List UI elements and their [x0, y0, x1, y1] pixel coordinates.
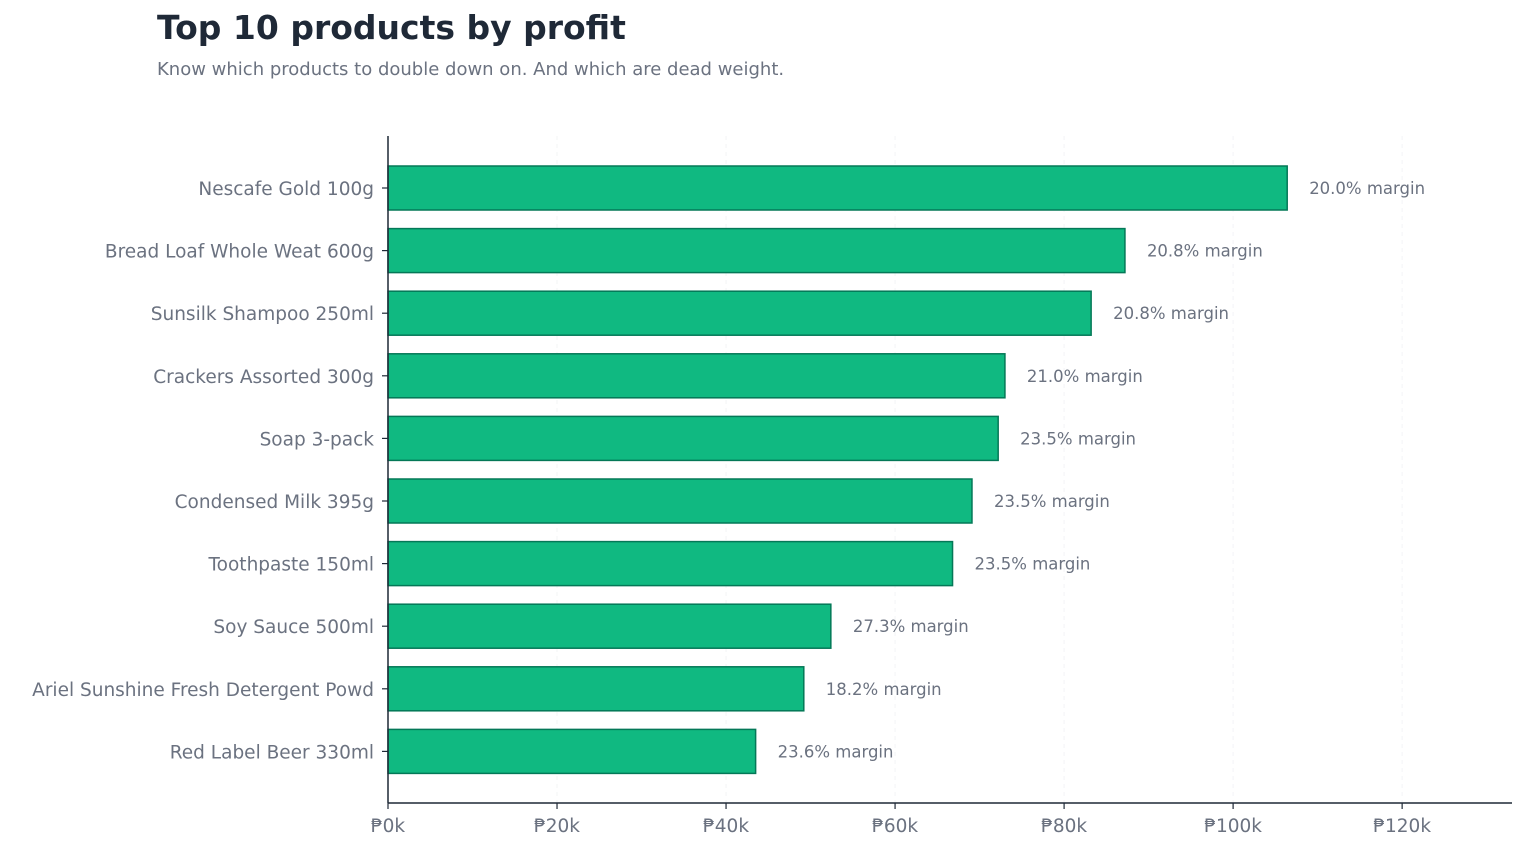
- category-label: Ariel Sunshine Fresh Detergent Powd: [32, 680, 374, 701]
- bar: [387, 290, 1092, 336]
- category-label: Soap 3-pack: [260, 429, 375, 450]
- data-label: 23.6% margin: [778, 742, 894, 761]
- x-tick-label: ₱60k: [872, 816, 918, 837]
- category-label: Red Label Beer 330ml: [170, 742, 374, 763]
- bar: [387, 478, 973, 524]
- data-label: 23.5% margin: [975, 555, 1091, 574]
- x-tick-label: ₱80k: [1041, 816, 1087, 837]
- chart-title: Top 10 products by profit: [157, 8, 626, 47]
- category-label: Soy Sauce 500ml: [213, 617, 374, 638]
- data-label: 27.3% margin: [853, 617, 969, 636]
- data-label: 20.8% margin: [1147, 242, 1263, 261]
- data-label: 21.0% margin: [1027, 367, 1143, 386]
- category-labels: Nescafe Gold 100g Bread Loaf Whole Weat 6…: [32, 179, 374, 763]
- data-label: 18.2% margin: [826, 680, 942, 699]
- category-label: Bread Loaf Whole Weat 600g: [105, 242, 374, 263]
- bar: [387, 666, 805, 712]
- bar: [387, 165, 1288, 211]
- x-tick-label: ₱0k: [371, 816, 406, 837]
- data-label: 20.8% margin: [1113, 304, 1229, 323]
- data-label: 23.5% margin: [1020, 429, 1136, 448]
- data-label: 23.5% margin: [994, 492, 1110, 511]
- bar: [387, 415, 999, 462]
- x-tick-label: ₱120k: [1373, 816, 1431, 837]
- x-tick-label: ₱100k: [1204, 816, 1262, 837]
- chart-subtitle: Know which products to double down on. A…: [157, 59, 785, 80]
- x-tick-label: ₱20k: [534, 816, 580, 837]
- bar: [387, 227, 1126, 274]
- x-tick-label: ₱40k: [703, 816, 749, 837]
- bar: [387, 603, 832, 649]
- category-label: Toothpaste 150ml: [208, 555, 374, 576]
- bar: [387, 353, 1006, 399]
- axes: ₱0k ₱20k ₱40k ₱60k ₱80k ₱100k ₱120k: [371, 136, 1512, 837]
- data-label: 20.0% margin: [1309, 179, 1425, 198]
- bar: [387, 728, 757, 775]
- category-label: Nescafe Gold 100g: [198, 179, 374, 200]
- data-labels: 20.0% margin 20.8% margin 20.8% margin 21.0…: [778, 179, 1425, 761]
- category-label: Crackers Assorted 300g: [153, 367, 374, 388]
- category-label: Sunsilk Shampoo 250ml: [151, 304, 374, 325]
- category-label: Condensed Milk 395g: [175, 492, 374, 513]
- bar: [387, 540, 954, 587]
